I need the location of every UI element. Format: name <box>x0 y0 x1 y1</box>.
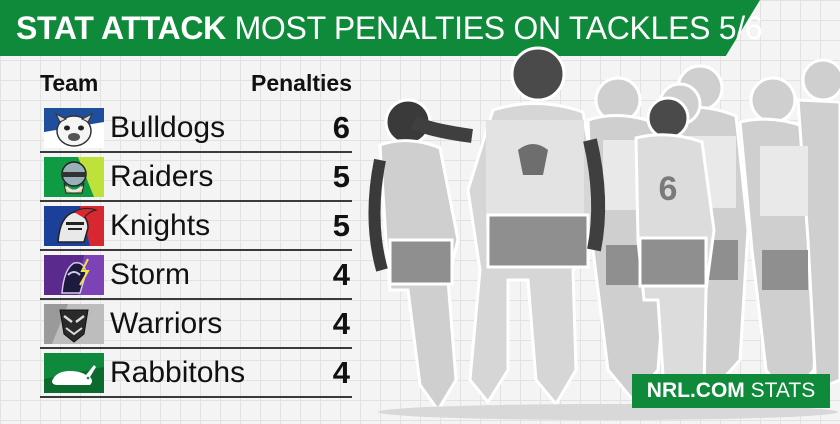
penalties-value: 4 <box>332 306 350 341</box>
title-light: MOST PENALTIES ON TACKLES 5/6 <box>234 10 763 46</box>
title-bold: STAT ATTACK <box>16 10 226 46</box>
team-name: Storm <box>110 258 191 291</box>
warriors-logo <box>44 304 104 344</box>
storm-logo <box>44 255 104 295</box>
svg-text:6: 6 <box>659 170 678 208</box>
penalties-value: 6 <box>332 110 350 145</box>
bulldogs-logo <box>44 108 104 148</box>
column-header-penalties: Penalties <box>251 70 352 96</box>
table-row: Bulldogs 6 <box>40 105 352 153</box>
brand-name: NRL.COM <box>646 379 745 402</box>
team-name: Warriors <box>110 307 223 340</box>
team-name: Bulldogs <box>110 111 226 144</box>
knights-logo <box>44 206 104 246</box>
rabbitohs-logo <box>44 353 104 393</box>
title-banner <box>0 0 760 56</box>
brand-badge: NRL.COM STATS <box>632 374 830 408</box>
team-table: Bulldogs 6 Raiders 5 <box>40 105 352 399</box>
penalties-value: 5 <box>332 159 350 194</box>
penalties-value: 4 <box>332 355 350 390</box>
table-row: Raiders 5 <box>40 154 352 202</box>
penalties-value: 4 <box>332 257 350 292</box>
table-row: Warriors 4 <box>40 301 352 349</box>
brand-suffix: STATS <box>750 379 816 402</box>
column-header-team: Team <box>40 70 99 96</box>
penalties-value: 5 <box>332 208 350 243</box>
players-photo: 6 <box>368 40 840 424</box>
table-row: Storm 4 <box>40 252 352 300</box>
team-name: Rabbitohs <box>110 356 246 389</box>
chart-title: STAT ATTACK MOST PENALTIES ON TACKLES 5/… <box>16 9 763 47</box>
raiders-logo <box>44 157 104 197</box>
table-header: Team Penalties <box>40 70 352 100</box>
team-name: Knights <box>110 209 211 242</box>
table-row: Knights 5 <box>40 203 352 251</box>
team-name: Raiders <box>110 160 214 193</box>
table-row: Rabbitohs 4 <box>40 350 352 398</box>
